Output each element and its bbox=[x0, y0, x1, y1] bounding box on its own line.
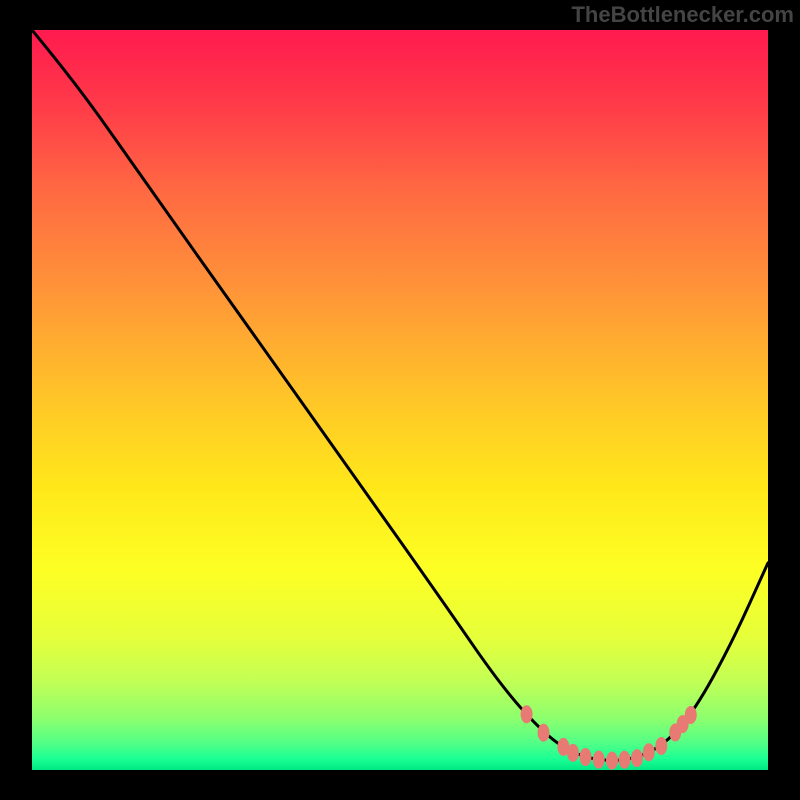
curve-marker bbox=[643, 743, 655, 761]
curve-marker bbox=[521, 705, 533, 723]
bottleneck-plot bbox=[32, 30, 768, 770]
curve-marker bbox=[655, 737, 667, 755]
curve-marker bbox=[579, 748, 591, 766]
curve-marker bbox=[685, 706, 697, 724]
curve-marker bbox=[618, 751, 630, 769]
chart-container: TheBottlenecker.com bbox=[0, 0, 800, 800]
curve-marker bbox=[593, 751, 605, 769]
curve-marker bbox=[538, 724, 550, 742]
curve-marker bbox=[606, 752, 618, 770]
watermark-text: TheBottlenecker.com bbox=[571, 2, 794, 28]
curve-marker bbox=[567, 744, 579, 762]
gradient-background bbox=[32, 30, 768, 770]
curve-marker bbox=[631, 749, 643, 767]
